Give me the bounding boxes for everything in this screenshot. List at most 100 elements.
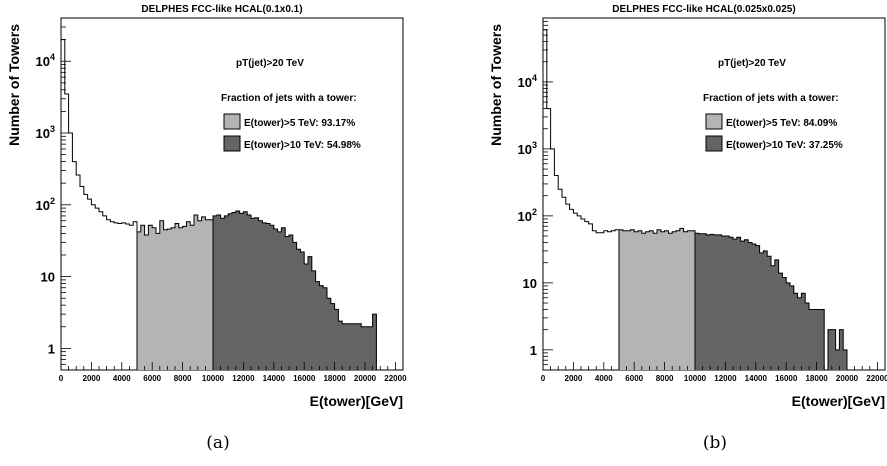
x-tick-label: 18000: [323, 374, 346, 383]
histogram-bar: [277, 231, 282, 370]
y-tick-label: 103: [518, 140, 537, 157]
histogram-bar: [801, 293, 806, 370]
legend-swatch: [705, 135, 723, 152]
histogram-bar: [790, 285, 795, 370]
histogram-bar: [270, 225, 275, 370]
legend-label: E(tower)>5 TeV: 93.17%: [244, 118, 355, 129]
x-tick-label: 16000: [293, 374, 316, 383]
histogram-bar: [251, 218, 256, 370]
histogram-bar: [300, 252, 305, 370]
x-tick-label: 6000: [625, 374, 643, 383]
histogram-bar: [820, 309, 825, 370]
histogram-bar: [163, 229, 168, 370]
histogram-bar: [645, 231, 650, 370]
histogram-bar: [657, 229, 662, 370]
histogram-bar: [243, 211, 248, 370]
histogram-bar: [630, 229, 635, 370]
histogram-outline: [543, 29, 878, 371]
histogram-bar: [619, 229, 624, 370]
x-tick-label: 22000: [384, 374, 407, 383]
x-tick-label: 2000: [83, 374, 101, 383]
histogram-bar: [759, 252, 764, 370]
histogram-bar: [774, 259, 779, 370]
histogram-bar: [641, 233, 646, 370]
histogram-bar: [137, 231, 142, 370]
histogram-bar: [308, 256, 313, 370]
histogram-bar: [778, 273, 783, 370]
figure-caption: (b): [703, 433, 727, 453]
histogram-bar: [167, 229, 172, 370]
histogram-bar: [216, 215, 221, 370]
histogram-bar: [755, 245, 760, 370]
histogram-bar: [622, 230, 627, 370]
histogram-bar: [323, 287, 328, 370]
histogram-bar: [683, 231, 688, 370]
histogram-bar: [235, 210, 240, 370]
y-tick-label: 103: [36, 124, 55, 141]
histogram-bar: [767, 256, 772, 370]
x-tick-label: 0: [541, 374, 546, 383]
x-tick-label: 4000: [595, 374, 613, 383]
histogram-bar: [194, 215, 199, 370]
histogram-bar: [721, 236, 726, 370]
histogram-bar: [793, 293, 798, 370]
histogram-bar: [247, 215, 252, 370]
histogram-bar: [140, 225, 145, 370]
histogram-bar: [638, 230, 643, 370]
x-axis-label: E(tower)[GeV]: [310, 393, 403, 409]
histogram-bar: [228, 213, 233, 370]
legend-swatch: [223, 113, 241, 130]
histogram-bar: [828, 329, 833, 370]
histogram-bar: [725, 236, 730, 370]
y-tick-label: 104: [518, 73, 537, 90]
histogram-bar: [626, 230, 631, 370]
histogram-outline: [61, 39, 396, 371]
x-tick-label: 8000: [174, 374, 192, 383]
histogram-bar: [702, 233, 707, 370]
x-tick-label: 14000: [745, 374, 768, 383]
histogram-bar: [361, 326, 366, 370]
x-tick-label: 18000: [805, 374, 828, 383]
histogram-bar: [289, 234, 294, 370]
histogram-bar: [311, 270, 316, 370]
histogram-bar: [717, 234, 722, 370]
histogram-bar: [148, 225, 153, 370]
y-tick-label: 104: [36, 52, 55, 69]
histogram-bar: [213, 215, 218, 370]
histogram-bar: [710, 234, 715, 370]
histogram-bar: [220, 218, 225, 370]
histogram-bar: [805, 303, 810, 370]
histogram-bar: [281, 227, 286, 370]
histogram-bar: [315, 281, 320, 370]
histogram-bar: [258, 220, 263, 370]
histogram-bar: [327, 298, 332, 370]
x-tick-label: 10000: [684, 374, 707, 383]
chart-title: DELPHES FCC-like HCAL(0.025x0.025): [612, 4, 795, 15]
x-tick-label: 12000: [232, 374, 255, 383]
histogram-bar: [634, 231, 639, 370]
legend-label: E(tower)>5 TeV: 84.09%: [726, 118, 837, 129]
x-tick-label: 22000: [866, 374, 887, 383]
histogram-bar: [209, 219, 214, 370]
x-tick-label: 20000: [836, 374, 859, 383]
x-tick-label: 6000: [143, 374, 161, 383]
histogram-bar: [224, 215, 229, 370]
histogram-bar: [201, 216, 206, 370]
histogram-bar: [330, 303, 335, 370]
histogram-bar: [273, 229, 278, 370]
histogram-bar: [660, 231, 665, 370]
histogram-bar: [205, 219, 210, 370]
histogram-bar: [342, 323, 347, 370]
annotation-fraction-title: Fraction of jets with a tower:: [221, 93, 357, 104]
histogram-bar: [353, 323, 358, 370]
x-tick-label: 14000: [263, 374, 286, 383]
chart-title: DELPHES FCC-like HCAL(0.1x0.1): [141, 4, 302, 15]
histogram-bar: [691, 230, 696, 370]
histogram-bar: [771, 265, 776, 370]
histogram-bar: [782, 277, 787, 370]
histogram-bar: [835, 349, 840, 370]
histogram-bar: [349, 323, 354, 370]
x-tick-label: 2000: [565, 374, 583, 383]
y-axis-label: Number of Towers: [488, 24, 504, 146]
histogram-bar: [365, 326, 370, 370]
